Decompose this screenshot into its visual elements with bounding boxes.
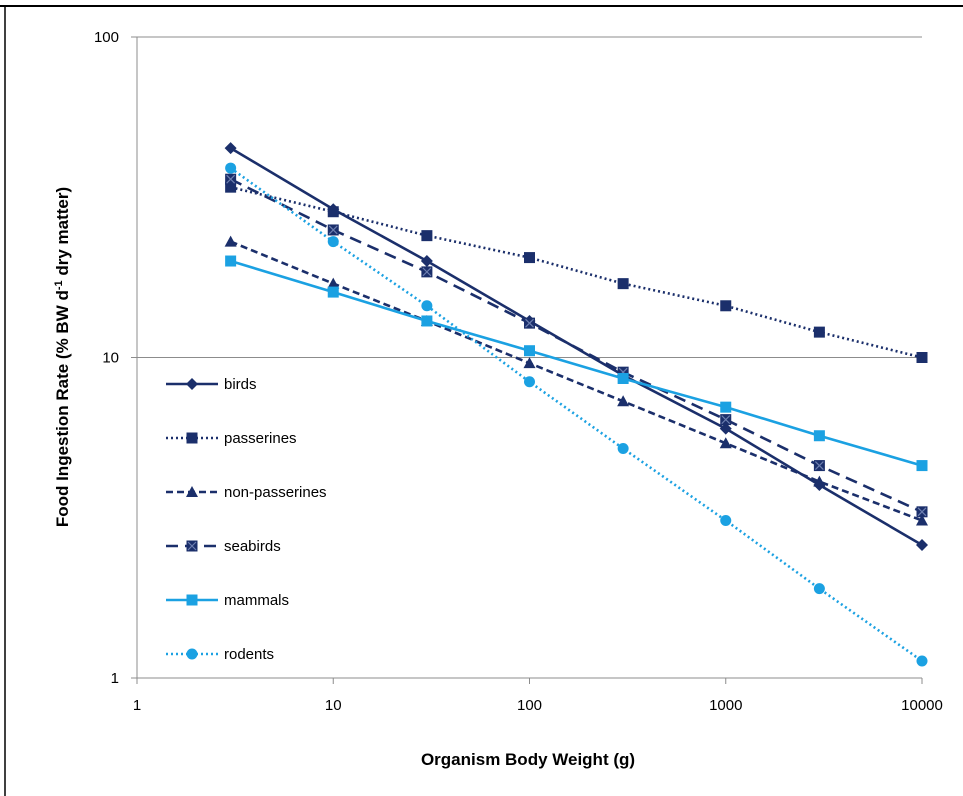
data-point-seabirds xyxy=(916,506,928,518)
data-point-non-passerines xyxy=(617,395,630,407)
data-point-mammals xyxy=(916,460,928,472)
legend-marker xyxy=(186,378,198,390)
data-point-mammals xyxy=(327,286,339,298)
data-point-mammals xyxy=(524,345,535,357)
series-seabirds xyxy=(225,173,928,518)
legend-marker xyxy=(186,540,198,552)
data-point-rodents xyxy=(421,300,433,312)
legend-marker xyxy=(186,432,198,444)
series-passerines xyxy=(225,181,928,363)
legend-label: passerines xyxy=(224,430,297,447)
legend-marker xyxy=(186,486,198,497)
data-point-mammals xyxy=(813,430,825,442)
data-point-rodents xyxy=(720,515,732,527)
x-tick-label: 1 xyxy=(133,697,141,714)
legend-label: non-passerines xyxy=(224,484,327,501)
y-axis-title: Food Ingestion Rate (% BW d-1 dry matter… xyxy=(53,187,72,527)
legend-label: seabirds xyxy=(224,538,281,555)
y-tick-labels: 1 10 100 xyxy=(94,29,119,687)
legend-marker xyxy=(186,648,198,660)
x-axis-title: Organism Body Weight (g) xyxy=(421,750,635,769)
data-point-mammals xyxy=(720,401,732,413)
data-point-passerines xyxy=(327,206,339,218)
series-line-rodents xyxy=(229,167,923,663)
data-point-rodents xyxy=(813,583,825,595)
data-point-passerines xyxy=(720,300,732,312)
y-axis-title-rest: dry matter) xyxy=(53,187,72,281)
data-point-seabirds xyxy=(421,266,433,278)
legend-label: birds xyxy=(224,376,257,393)
data-point-birds xyxy=(719,422,732,435)
y-tick-label: 10 xyxy=(102,350,119,367)
gridlines xyxy=(137,36,922,358)
marker-cross xyxy=(226,174,236,184)
marker-cross xyxy=(917,507,927,517)
data-point-passerines xyxy=(617,278,629,290)
data-point-non-passerines xyxy=(327,277,340,289)
data-point-passerines xyxy=(916,352,928,363)
data-point-birds xyxy=(916,539,928,552)
legend: birds passerines non-passerines seabirds mam… xyxy=(166,376,327,663)
data-point-mammals xyxy=(617,372,629,384)
legend-label: rodents xyxy=(224,646,274,663)
data-point-mammals xyxy=(421,315,433,327)
data-point-seabirds xyxy=(524,317,535,329)
series-line-mammals xyxy=(230,259,923,467)
series-layer xyxy=(224,142,928,667)
legend-marker xyxy=(186,594,198,606)
marker-cross xyxy=(721,415,731,425)
marker-cross xyxy=(814,461,824,471)
data-point-rodents xyxy=(617,443,629,455)
marker-cross xyxy=(328,225,338,235)
legend-label: mammals xyxy=(224,592,289,609)
data-point-seabirds xyxy=(813,460,825,472)
data-point-seabirds xyxy=(327,224,339,236)
x-tick-label: 100 xyxy=(517,697,542,714)
axes xyxy=(131,36,923,684)
x-tick-labels: 1 10 100 1000 10000 xyxy=(133,697,943,714)
x-tick-label: 10 xyxy=(325,697,342,714)
marker-cross xyxy=(422,267,432,277)
data-point-birds xyxy=(224,142,237,155)
x-tick-label: 1000 xyxy=(709,697,742,714)
data-point-rodents xyxy=(916,655,928,667)
x-tick-label: 10000 xyxy=(901,697,943,714)
marker-cross xyxy=(187,541,197,551)
data-point-rodents xyxy=(225,162,237,174)
series-non-passerines xyxy=(224,235,928,526)
data-point-seabirds xyxy=(720,414,732,426)
data-point-seabirds xyxy=(225,173,237,185)
y-tick-label: 100 xyxy=(94,29,119,46)
data-point-mammals xyxy=(225,255,237,267)
y-axis-title-main: Food Ingestion Rate (% BW d xyxy=(53,290,72,527)
legend-item-birds: birds xyxy=(166,376,257,393)
data-point-non-passerines xyxy=(813,475,826,487)
series-mammals xyxy=(225,255,928,472)
data-point-non-passerines xyxy=(719,437,732,449)
marker-cross xyxy=(525,318,534,328)
data-point-passerines xyxy=(813,326,825,338)
series-line-seabirds xyxy=(230,178,923,513)
data-point-non-passerines xyxy=(916,514,928,526)
series-line-non-passerines xyxy=(230,240,923,522)
data-point-rodents xyxy=(524,376,535,388)
series-line-passerines xyxy=(230,185,923,359)
data-point-rodents xyxy=(327,236,339,248)
data-point-birds xyxy=(420,255,433,268)
legend-item-passerines: passerines xyxy=(166,430,297,447)
data-point-non-passerines xyxy=(224,235,237,247)
data-point-passerines xyxy=(524,252,535,264)
legend-item-non-passerines: non-passerines xyxy=(166,484,327,501)
legend-item-mammals: mammals xyxy=(166,592,289,609)
series-rodents xyxy=(225,162,928,667)
legend-item-seabirds: seabirds xyxy=(166,538,281,555)
data-point-passerines xyxy=(225,181,237,193)
y-tick-label: 1 xyxy=(111,670,119,687)
data-point-non-passerines xyxy=(523,357,536,369)
y-axis-title-superscript: -1 xyxy=(53,280,65,290)
data-point-passerines xyxy=(421,230,433,242)
legend-item-rodents: rodents xyxy=(166,646,274,663)
